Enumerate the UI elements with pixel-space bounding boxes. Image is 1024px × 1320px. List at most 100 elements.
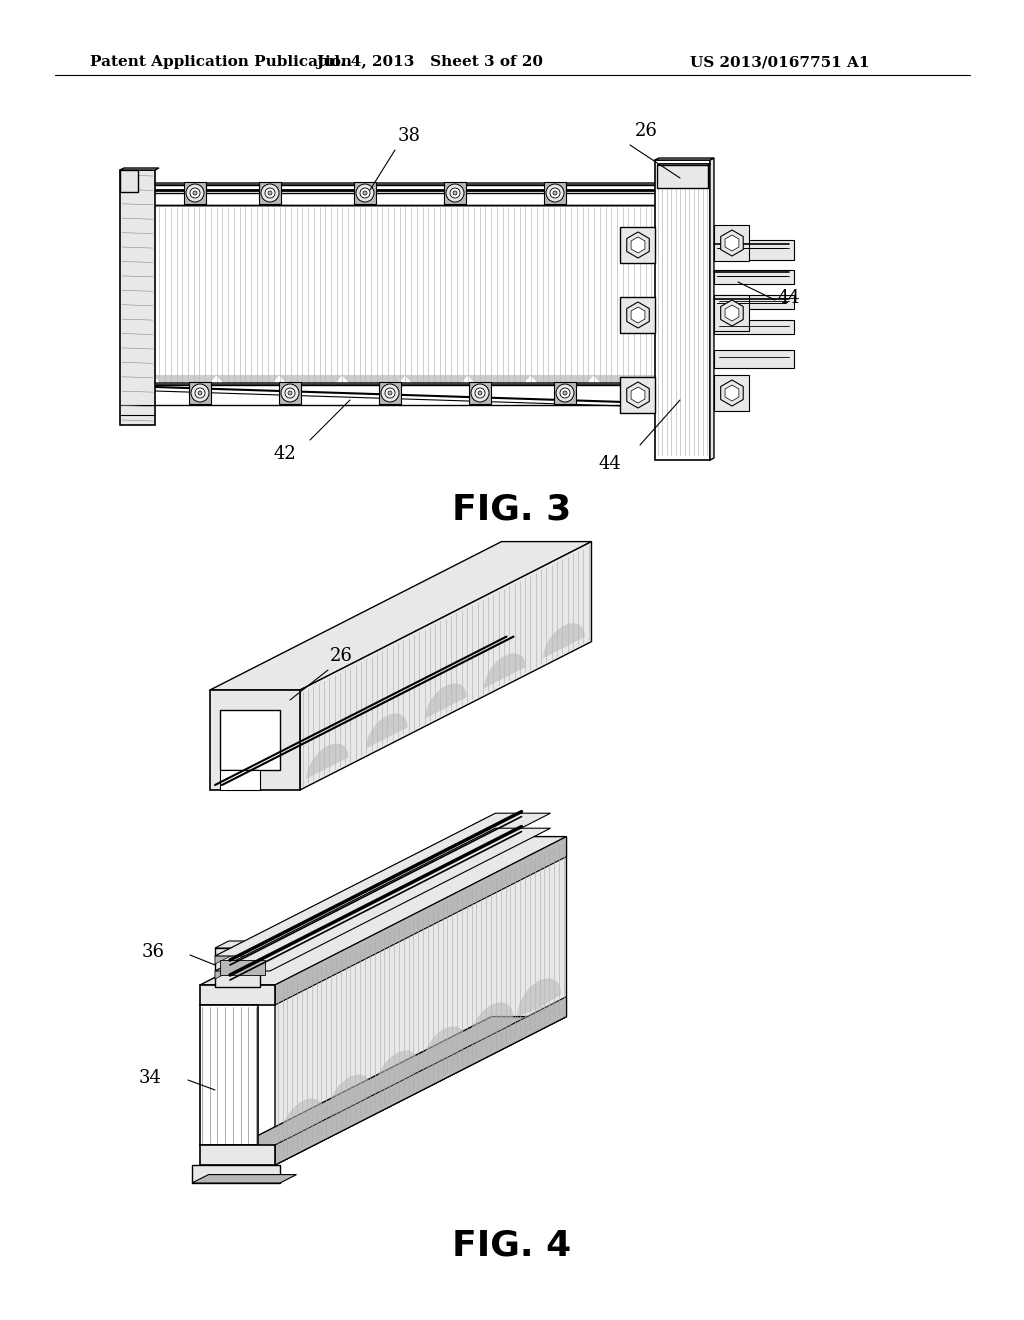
Polygon shape [714, 319, 794, 334]
Polygon shape [631, 387, 645, 403]
Polygon shape [275, 837, 566, 1166]
Polygon shape [220, 770, 260, 789]
Circle shape [388, 391, 392, 395]
Polygon shape [259, 182, 281, 205]
Circle shape [553, 191, 557, 195]
Polygon shape [721, 300, 743, 326]
Polygon shape [145, 205, 660, 385]
Polygon shape [145, 385, 660, 405]
Polygon shape [425, 684, 467, 718]
Polygon shape [328, 1074, 372, 1118]
Polygon shape [215, 828, 496, 979]
Text: Jul. 4, 2013   Sheet 3 of 20: Jul. 4, 2013 Sheet 3 of 20 [316, 55, 544, 69]
Polygon shape [530, 375, 594, 397]
Polygon shape [145, 185, 660, 205]
Polygon shape [215, 948, 260, 987]
Circle shape [446, 183, 464, 202]
Text: 44: 44 [599, 455, 622, 473]
Polygon shape [220, 710, 280, 770]
Polygon shape [281, 1098, 325, 1142]
Polygon shape [210, 541, 592, 690]
Polygon shape [193, 1166, 280, 1183]
Text: 26: 26 [330, 647, 353, 665]
Text: 42: 42 [273, 445, 296, 463]
Polygon shape [200, 1144, 275, 1166]
Polygon shape [300, 541, 592, 789]
Text: 38: 38 [398, 127, 421, 145]
Circle shape [478, 391, 482, 395]
Circle shape [362, 191, 367, 195]
Polygon shape [725, 385, 739, 401]
Text: FIG. 3: FIG. 3 [453, 492, 571, 527]
Polygon shape [620, 378, 655, 413]
Polygon shape [366, 714, 408, 748]
Text: 34: 34 [139, 1069, 162, 1086]
Polygon shape [714, 350, 794, 368]
Polygon shape [655, 158, 714, 160]
Polygon shape [279, 375, 343, 397]
Text: FIG. 4: FIG. 4 [453, 1228, 571, 1262]
Polygon shape [620, 227, 655, 263]
Polygon shape [444, 182, 466, 205]
Polygon shape [306, 743, 348, 779]
Polygon shape [210, 690, 300, 789]
Circle shape [550, 187, 560, 198]
Polygon shape [193, 1175, 297, 1183]
Circle shape [471, 384, 489, 403]
Polygon shape [620, 297, 655, 333]
Circle shape [450, 187, 460, 198]
Circle shape [360, 187, 370, 198]
Polygon shape [714, 271, 794, 284]
Polygon shape [216, 375, 280, 397]
Circle shape [563, 391, 567, 395]
Circle shape [193, 191, 197, 195]
Text: 36: 36 [142, 942, 165, 961]
Polygon shape [543, 623, 585, 659]
Polygon shape [215, 941, 273, 948]
Circle shape [265, 187, 275, 198]
Polygon shape [631, 308, 645, 323]
Circle shape [288, 391, 292, 395]
Text: US 2013/0167751 A1: US 2013/0167751 A1 [690, 55, 869, 69]
Circle shape [546, 183, 564, 202]
Polygon shape [215, 813, 551, 956]
Text: Patent Application Publication: Patent Application Publication [90, 55, 352, 69]
Polygon shape [145, 203, 664, 205]
Circle shape [268, 191, 272, 195]
Polygon shape [404, 375, 468, 397]
Polygon shape [631, 238, 645, 253]
Polygon shape [627, 232, 649, 257]
Circle shape [186, 183, 204, 202]
Circle shape [381, 384, 399, 403]
Polygon shape [279, 381, 301, 404]
Polygon shape [725, 305, 739, 321]
Polygon shape [275, 837, 566, 1005]
Polygon shape [220, 960, 265, 975]
Polygon shape [145, 383, 664, 385]
Polygon shape [184, 182, 206, 205]
Polygon shape [627, 381, 649, 408]
Polygon shape [215, 828, 551, 972]
Polygon shape [275, 997, 566, 1166]
Circle shape [190, 187, 200, 198]
Circle shape [285, 388, 295, 399]
Circle shape [556, 384, 574, 403]
Circle shape [356, 183, 374, 202]
Polygon shape [714, 294, 794, 309]
Polygon shape [120, 168, 159, 170]
Circle shape [385, 388, 395, 399]
Polygon shape [470, 1002, 514, 1045]
Polygon shape [721, 380, 743, 407]
Polygon shape [189, 381, 211, 404]
Circle shape [261, 183, 279, 202]
Polygon shape [215, 813, 496, 964]
Polygon shape [714, 375, 749, 411]
Polygon shape [721, 230, 743, 256]
Circle shape [453, 191, 457, 195]
Polygon shape [145, 183, 664, 185]
Polygon shape [379, 381, 401, 404]
Polygon shape [375, 1051, 419, 1094]
Polygon shape [467, 375, 531, 397]
Polygon shape [544, 182, 566, 205]
Polygon shape [484, 653, 525, 688]
